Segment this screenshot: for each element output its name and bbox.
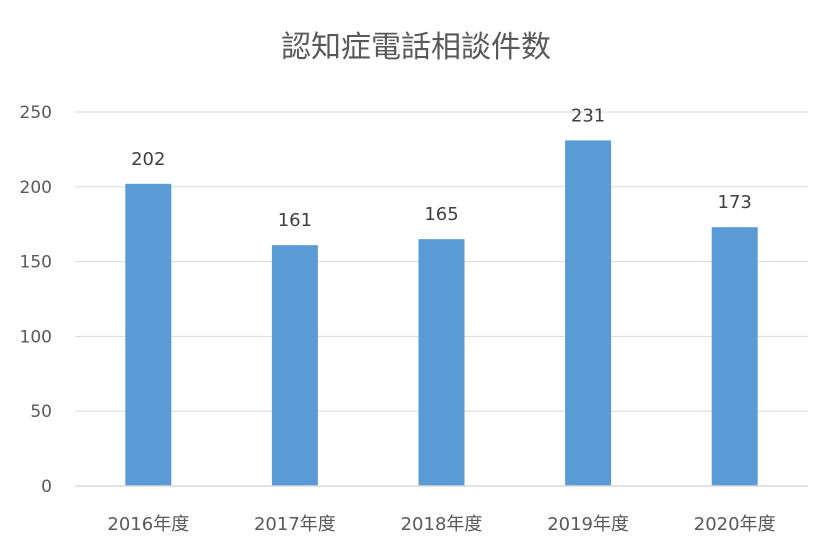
y-tick-label: 250 [20, 103, 52, 123]
x-tick-label: 2018年度 [401, 514, 483, 535]
y-tick-label: 200 [20, 178, 52, 198]
data-label: 173 [718, 192, 752, 213]
data-label: 231 [571, 105, 605, 126]
y-tick-label: 50 [30, 402, 52, 422]
chart-title: 認知症電話相談件数 [281, 30, 551, 65]
data-label: 161 [278, 210, 312, 231]
bar [565, 140, 612, 486]
data-label: 165 [424, 204, 458, 225]
bar [271, 245, 318, 486]
y-tick-label: 0 [41, 477, 52, 497]
data-label: 202 [131, 149, 165, 170]
y-tick-label: 150 [20, 253, 52, 273]
bar [711, 227, 758, 486]
x-tick-label: 2016年度 [107, 514, 189, 535]
y-tick-label: 100 [20, 327, 52, 347]
bar [125, 183, 172, 487]
x-tick-label: 2017年度 [254, 514, 336, 535]
x-tick-label: 2020年度 [694, 514, 776, 535]
bar [418, 239, 465, 486]
x-tick-label: 2019年度 [547, 514, 629, 535]
